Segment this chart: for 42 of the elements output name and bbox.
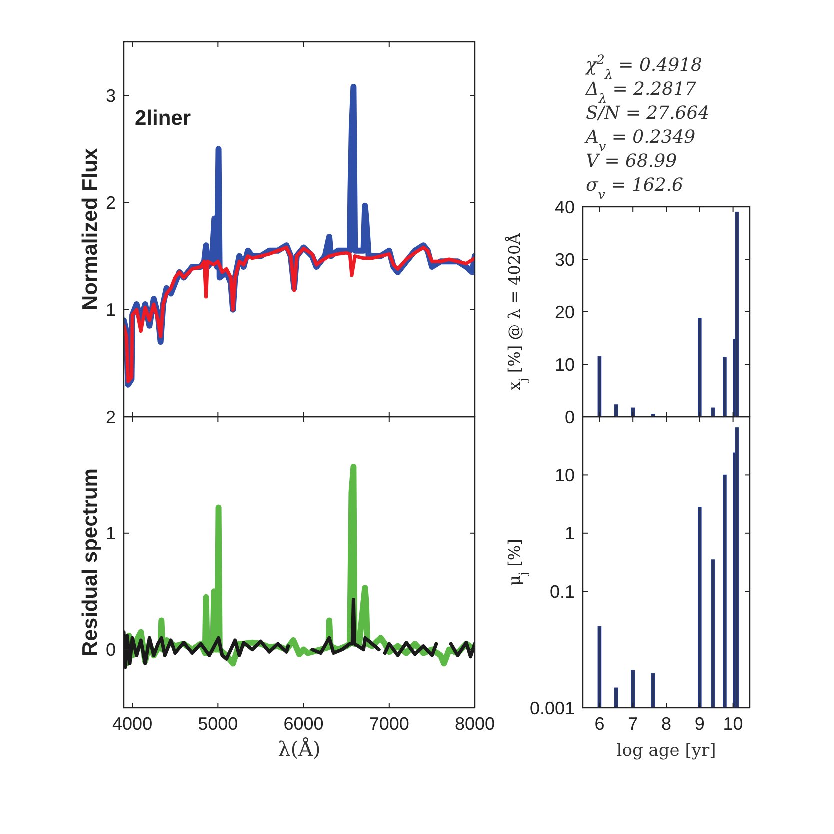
text: χ$^{2}$$_{λ}$ = 0.4918	[584, 52, 702, 82]
y-tick-label: 30	[554, 250, 575, 270]
bar	[651, 414, 656, 417]
y-tick-label: 2	[106, 407, 116, 428]
y-tick-label: 0.1	[550, 582, 575, 602]
x-tick-label: 4000	[112, 714, 153, 734]
text: A$_{v}$ = 0.2349	[584, 127, 696, 154]
y-tick-label: 1	[106, 300, 116, 320]
x-tick-label: 8000	[454, 714, 496, 734]
x-axis-title: log age [yr]	[616, 741, 716, 761]
x-axis-title: λ(Å)	[278, 737, 321, 761]
x-tick-label: 6000	[284, 714, 324, 734]
line-series	[124, 246, 475, 384]
y-tick-label: 2	[106, 193, 116, 214]
y-tick-label: 3	[106, 86, 116, 106]
text: Δ$_{λ}$ = 2.2817	[585, 79, 698, 106]
y-axis-title: Residual spectrum	[79, 468, 102, 656]
y-tick-label: 40	[554, 197, 575, 218]
bar	[735, 212, 740, 417]
y-tick-label: 0	[564, 407, 575, 428]
y-tick-label: 1	[106, 524, 116, 544]
text: σ$_{v}$ = 162.6	[586, 175, 684, 202]
bar	[698, 318, 702, 417]
y-axis-title: Normalized Flux	[79, 148, 102, 311]
x-tick-label: 5000	[198, 714, 238, 734]
bar	[614, 404, 618, 417]
text: V = 68.99	[586, 151, 678, 172]
x-tick-label: 6	[594, 714, 605, 734]
annotation: 2liner	[135, 107, 192, 130]
y-tick-label: 20	[554, 302, 575, 322]
y-tick-label: 0.001	[530, 698, 575, 718]
bar	[723, 357, 727, 417]
y-tick-label: 0	[106, 640, 116, 660]
x-tick-label: 10	[723, 714, 744, 734]
x-tick-label: 7000	[369, 714, 410, 734]
x-tick-label: 9	[694, 714, 705, 734]
x-tick-label: 8	[661, 714, 672, 734]
text: S/N = 27.664	[586, 103, 710, 124]
y-tick-label: 1	[564, 524, 575, 544]
x-tick-label: 7	[628, 714, 638, 734]
y-tick-label: 10	[554, 466, 575, 486]
y-tick-label: 10	[554, 354, 575, 375]
